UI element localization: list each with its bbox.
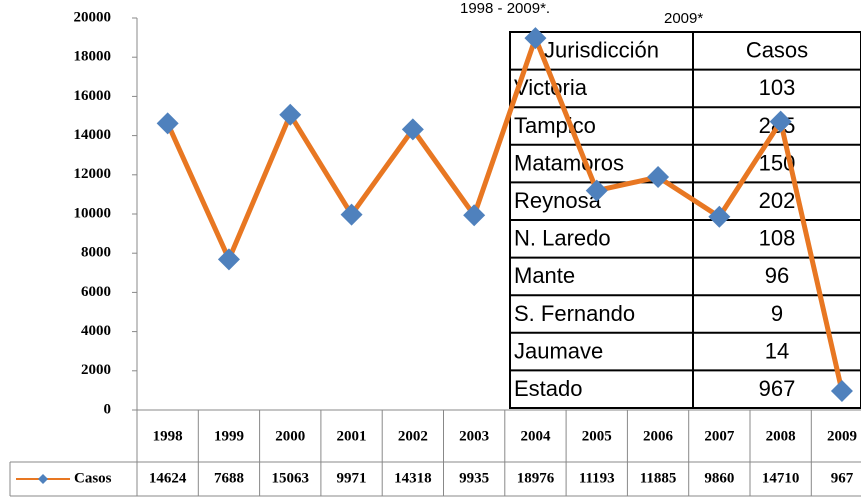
marker	[647, 166, 670, 189]
y-tick-label: 10000	[74, 205, 112, 221]
table-cell: Matamoros	[514, 150, 624, 175]
y-tick-label: 12000	[74, 166, 112, 182]
table-cell: 9	[771, 301, 783, 326]
table-cell: 108	[759, 226, 796, 251]
x-tick-label: 2001	[337, 428, 367, 444]
table-cell: S. Fernando	[514, 301, 635, 326]
marker	[524, 27, 547, 50]
table-cell: Mante	[514, 263, 575, 288]
x-tick-label: 2000	[275, 428, 305, 444]
marker	[708, 205, 731, 228]
y-tick-label: 4000	[81, 323, 111, 339]
x-tick-label: 2005	[582, 428, 612, 444]
data-table-value: 9971	[337, 470, 367, 486]
marker	[217, 248, 240, 271]
data-table-value: 7688	[214, 470, 244, 486]
y-tick-label: 18000	[74, 49, 112, 65]
table-cell: Estado	[514, 376, 583, 401]
marker	[463, 204, 486, 227]
x-tick-label: 1998	[153, 428, 183, 444]
data-table-value: 967	[831, 470, 854, 486]
y-tick-label: 6000	[81, 284, 111, 300]
data-table-value: 15063	[272, 470, 310, 486]
table-cell: 967	[759, 376, 796, 401]
table-cell: 96	[765, 263, 789, 288]
table-cell: 202	[759, 188, 796, 213]
table-cell: Tampico	[514, 113, 596, 138]
data-table-value: 11885	[640, 470, 677, 486]
x-tick-label: 2003	[459, 428, 489, 444]
y-tick-label: 0	[104, 401, 112, 417]
x-tick-label: 2009	[827, 428, 857, 444]
annotation: 1998 - 2009*.	[460, 0, 550, 17]
data-table-value: 11193	[579, 470, 615, 486]
data-table-value: 14318	[394, 470, 432, 486]
table-cell: Reynosa	[514, 188, 602, 213]
marker	[279, 103, 302, 126]
y-tick-label: 16000	[74, 88, 112, 104]
legend-marker	[38, 474, 48, 484]
table-header: Jurisdicción	[544, 38, 659, 63]
marker	[156, 112, 179, 135]
x-tick-label: 1999	[214, 428, 244, 444]
table-cell: 14	[765, 338, 789, 363]
data-table-value: 18976	[517, 470, 555, 486]
data-table-value: 14710	[762, 470, 800, 486]
marker	[585, 179, 608, 202]
y-tick-label: 14000	[74, 127, 112, 143]
y-tick-label: 8000	[81, 245, 111, 261]
x-tick-label: 2006	[643, 428, 674, 444]
x-tick-label: 2004	[520, 428, 551, 444]
annotation: 2009*	[664, 10, 703, 27]
marker	[830, 380, 853, 403]
x-tick-label: 2008	[766, 428, 796, 444]
table-cell: N. Laredo	[514, 226, 611, 251]
legend-label: Casos	[74, 470, 112, 486]
marker	[769, 110, 792, 133]
data-table-value: 14624	[149, 470, 187, 486]
series-line	[165, 35, 845, 392]
marker	[340, 203, 363, 226]
table-cell: Jaumave	[514, 338, 603, 363]
marker	[401, 118, 424, 141]
y-tick-label: 20000	[74, 9, 112, 25]
table-cell: 103	[759, 75, 796, 100]
x-tick-label: 2007	[704, 428, 735, 444]
table-header: Casos	[746, 38, 808, 63]
data-table-value: 9935	[459, 470, 489, 486]
x-tick-label: 2002	[398, 428, 428, 444]
y-tick-label: 2000	[81, 362, 111, 378]
data-table-value: 9860	[704, 470, 734, 486]
